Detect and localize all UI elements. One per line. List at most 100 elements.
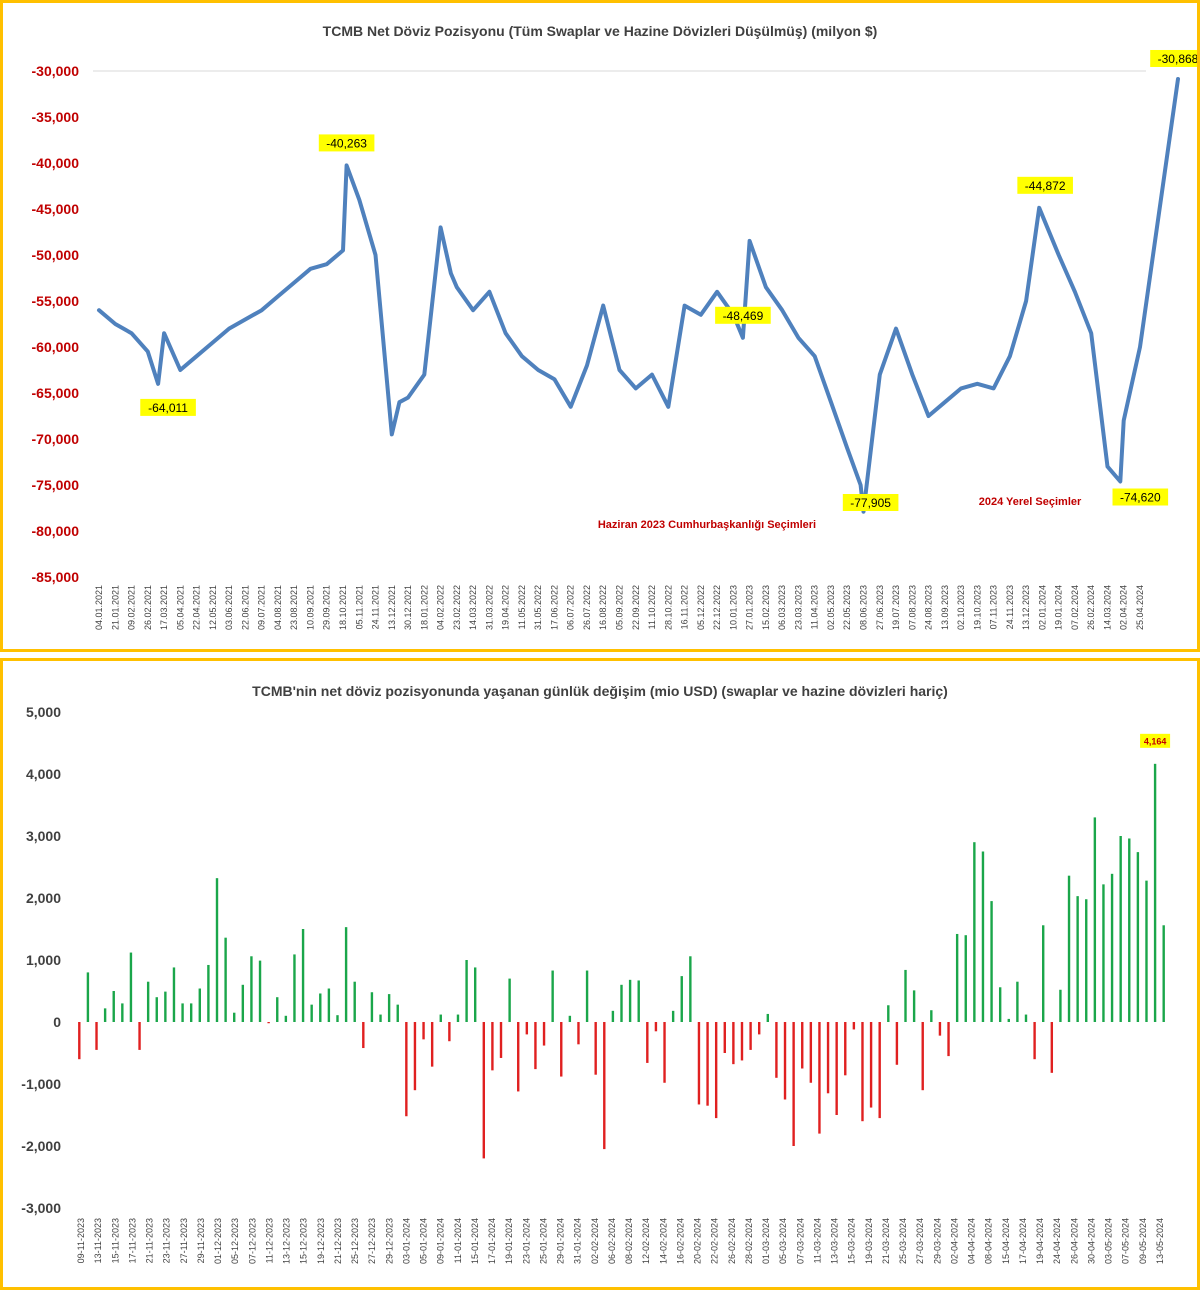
x-tick-label: 19-12-2023 xyxy=(316,1218,326,1264)
x-tick-label: 19-01-2024 xyxy=(504,1218,514,1264)
bar xyxy=(1110,873,1114,1022)
bar xyxy=(955,933,959,1022)
bar xyxy=(998,987,1002,1022)
x-tick-label: 05-12-2023 xyxy=(230,1218,240,1264)
bar xyxy=(818,1022,821,1134)
x-tick-label: 04.02.2022 xyxy=(436,585,446,630)
bar xyxy=(663,1022,666,1083)
bar xyxy=(826,1022,830,1094)
data-label-bg xyxy=(1112,488,1169,506)
bar xyxy=(344,927,348,1022)
bar xyxy=(809,1022,813,1083)
bar xyxy=(189,1003,193,1022)
bar xyxy=(671,1010,675,1022)
bar xyxy=(1128,838,1131,1022)
bar xyxy=(628,979,632,1022)
y-tick-label: -1,000 xyxy=(21,1076,61,1092)
x-tick-label: 02.04.2024 xyxy=(1119,585,1129,630)
x-tick-label: 22.12.2022 xyxy=(712,585,722,630)
bar xyxy=(1102,884,1105,1022)
bar xyxy=(878,1022,881,1119)
x-tick-label: 09.07.2021 xyxy=(257,585,267,630)
y-tick-label: 4,000 xyxy=(26,766,61,782)
bar xyxy=(904,969,907,1022)
y-tick-label: -70,000 xyxy=(32,431,80,447)
data-label-bg xyxy=(842,494,899,511)
x-tick-label: 16.08.2022 xyxy=(598,585,608,630)
bar xyxy=(301,929,305,1022)
x-tick-label: 27-12-2023 xyxy=(367,1218,377,1264)
bar xyxy=(1093,817,1097,1022)
bar-chart-svg: TCMB'nin net döviz pozisyonunda yaşanan … xyxy=(21,683,1171,1264)
bar xyxy=(732,1022,735,1065)
bar xyxy=(620,984,623,1022)
x-tick-label: 22.04.2021 xyxy=(192,585,202,630)
data-label-bg xyxy=(1150,49,1197,67)
bar xyxy=(680,976,683,1022)
x-tick-label: 27.06.2023 xyxy=(875,585,885,630)
x-tick-label: 08-02-2024 xyxy=(624,1218,634,1264)
bar xyxy=(362,1022,365,1049)
x-tick-label: 15-12-2023 xyxy=(299,1218,309,1264)
x-tick-label: 07.08.2023 xyxy=(907,585,917,630)
x-tick-label: 11.05.2022 xyxy=(517,585,527,629)
x-tick-label: 26.02.2021 xyxy=(143,585,153,630)
x-tick-label: 19.07.2023 xyxy=(891,585,901,630)
x-tick-label: 04.01.2021 xyxy=(94,585,104,630)
x-tick-label: 24.08.2023 xyxy=(924,585,934,630)
data-label-bg xyxy=(1140,733,1171,748)
chart-title: TCMB'nin net döviz pozisyonunda yaşanan … xyxy=(252,683,948,699)
bar xyxy=(560,1022,563,1077)
bar xyxy=(86,972,90,1022)
x-tick-label: 07-03-2024 xyxy=(795,1218,805,1264)
bar xyxy=(258,960,262,1022)
x-tick-label: 18.01.2022 xyxy=(419,585,429,630)
y-tick-label: -45,000 xyxy=(32,201,80,217)
bar xyxy=(1136,852,1140,1022)
x-tick-label: 13-11-2023 xyxy=(93,1218,103,1263)
x-tick-label: 26-02-2024 xyxy=(727,1218,737,1264)
x-tick-label: 21-11-2023 xyxy=(145,1218,155,1263)
bar xyxy=(473,967,477,1022)
x-tick-label: 03-05-2024 xyxy=(1104,1218,1114,1264)
bar xyxy=(1067,875,1071,1022)
bar xyxy=(844,1022,847,1076)
bar xyxy=(594,1022,597,1075)
bar xyxy=(508,978,511,1022)
x-tick-label: 14.03.2022 xyxy=(468,585,478,630)
x-tick-label: 12.05.2021 xyxy=(208,585,218,630)
x-tick-label: 11-01-2024 xyxy=(453,1218,463,1263)
x-tick-label: 18.10.2021 xyxy=(338,585,348,630)
data-label: -30,868 xyxy=(1158,52,1197,66)
x-tick-label: 28.10.2022 xyxy=(663,585,673,630)
x-tick-label: 24.11.2023 xyxy=(1005,585,1015,629)
x-tick-label: 19.10.2023 xyxy=(972,585,982,630)
bar xyxy=(78,1022,81,1060)
bar xyxy=(241,984,245,1022)
bar xyxy=(930,1010,933,1022)
x-tick-label: 28-02-2024 xyxy=(744,1218,754,1264)
chart-title: TCMB Net Döviz Pozisyonu (Tüm Swaplar ve… xyxy=(323,23,878,39)
bar xyxy=(310,1004,313,1022)
bar xyxy=(422,1022,425,1040)
x-tick-label: 23.02.2022 xyxy=(452,585,462,630)
x-tick-label: 06.07.2022 xyxy=(566,585,576,630)
bar xyxy=(542,1022,546,1046)
bar xyxy=(1153,763,1157,1022)
x-tick-label: 29-11-2023 xyxy=(196,1218,206,1263)
bar xyxy=(551,970,554,1022)
x-tick-label: 13.12.2023 xyxy=(1021,585,1031,630)
bar xyxy=(697,1022,701,1105)
bar xyxy=(103,1008,107,1022)
x-tick-label: 02-04-2024 xyxy=(949,1218,959,1264)
data-label: -40,263 xyxy=(326,136,367,150)
x-tick-label: 06-02-2024 xyxy=(607,1218,617,1264)
bar xyxy=(379,1014,382,1022)
bar xyxy=(714,1022,718,1119)
series-line xyxy=(97,77,1180,514)
bar xyxy=(233,1012,236,1022)
data-label: 4,164 xyxy=(1144,736,1167,746)
bar xyxy=(491,1022,494,1071)
bar xyxy=(370,992,374,1022)
x-tick-label: 12-02-2024 xyxy=(641,1218,651,1264)
